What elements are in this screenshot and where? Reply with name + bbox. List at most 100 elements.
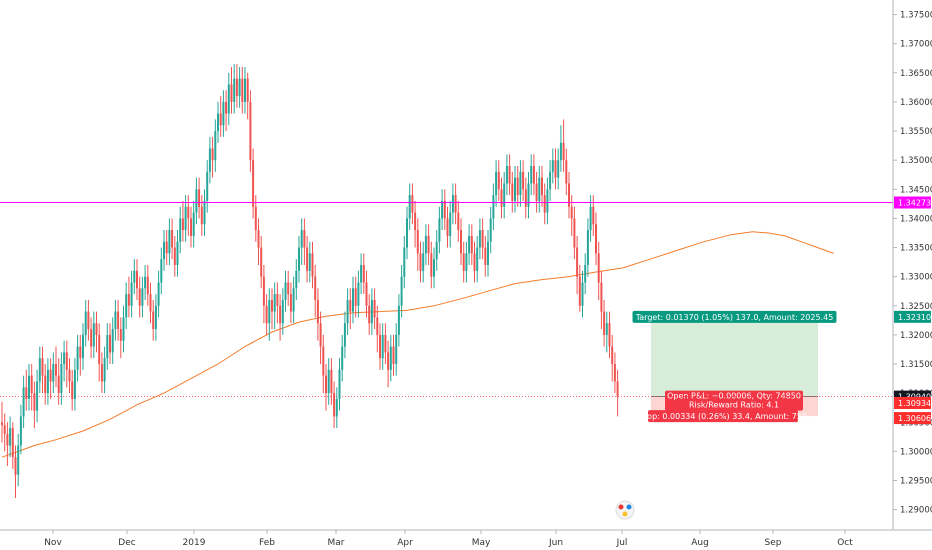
- candle-body[interactable]: [397, 305, 400, 335]
- candle-body[interactable]: [157, 282, 160, 306]
- candle-body[interactable]: [87, 311, 90, 330]
- candle-body[interactable]: [341, 346, 344, 370]
- candle-body[interactable]: [406, 218, 408, 248]
- candle-body[interactable]: [373, 299, 376, 318]
- candle-body[interactable]: [549, 171, 552, 190]
- candle-body[interactable]: [241, 78, 244, 102]
- candle-body[interactable]: [516, 177, 519, 196]
- candle-body[interactable]: [192, 212, 195, 236]
- candle-body[interactable]: [233, 78, 236, 102]
- candle-body[interactable]: [589, 206, 592, 231]
- candle-body[interactable]: [284, 282, 287, 300]
- candle-body[interactable]: [568, 183, 570, 207]
- candle-body[interactable]: [462, 253, 465, 271]
- candle-body[interactable]: [181, 218, 184, 231]
- candle-body[interactable]: [190, 218, 192, 236]
- candle-body[interactable]: [576, 247, 579, 277]
- candle-body[interactable]: [387, 352, 390, 370]
- candle-body[interactable]: [106, 334, 109, 359]
- candle-body[interactable]: [500, 189, 503, 207]
- candle-body[interactable]: [1, 422, 3, 426]
- candle-body[interactable]: [49, 369, 52, 382]
- candle-body[interactable]: [65, 352, 68, 370]
- candle-body[interactable]: [30, 375, 33, 394]
- candle-body[interactable]: [422, 253, 425, 271]
- candle-body[interactable]: [55, 364, 57, 376]
- candles[interactable]: [1, 64, 619, 498]
- candle-body[interactable]: [616, 381, 619, 397]
- candle-body[interactable]: [503, 183, 506, 207]
- candle-body[interactable]: [195, 189, 198, 213]
- candle-body[interactable]: [109, 334, 111, 353]
- candle-body[interactable]: [395, 334, 398, 365]
- candle-body[interactable]: [565, 160, 568, 184]
- candle-body[interactable]: [530, 165, 533, 184]
- candle-body[interactable]: [384, 334, 387, 353]
- candle-body[interactable]: [573, 218, 576, 248]
- candle-body[interactable]: [389, 346, 392, 370]
- candle-body[interactable]: [292, 288, 295, 312]
- candle-body[interactable]: [6, 433, 9, 446]
- candle-body[interactable]: [376, 317, 379, 335]
- candle-body[interactable]: [3, 425, 6, 434]
- candle-body[interactable]: [446, 218, 449, 236]
- candle-body[interactable]: [330, 369, 333, 394]
- candle-body[interactable]: [92, 323, 95, 347]
- candle-body[interactable]: [57, 375, 60, 394]
- candle-body[interactable]: [41, 358, 44, 376]
- candle-body[interactable]: [476, 247, 479, 271]
- candle-body[interactable]: [343, 323, 346, 347]
- candle-body[interactable]: [460, 230, 462, 254]
- candle-body[interactable]: [514, 177, 516, 201]
- candle-body[interactable]: [457, 212, 460, 231]
- candle-body[interactable]: [349, 299, 352, 312]
- candle-body[interactable]: [268, 299, 271, 324]
- candle-body[interactable]: [160, 259, 163, 283]
- candle-body[interactable]: [603, 311, 606, 335]
- candle-body[interactable]: [73, 369, 76, 399]
- candle-body[interactable]: [149, 294, 152, 312]
- candle-body[interactable]: [200, 206, 203, 225]
- long-position-tool[interactable]: Target: 0.01370 (1.05%) 137.0, Amount: 2…: [0, 310, 893, 423]
- candle-body[interactable]: [111, 329, 114, 353]
- candle-body[interactable]: [198, 189, 201, 207]
- candle-body[interactable]: [519, 171, 522, 196]
- candle-body[interactable]: [470, 235, 473, 254]
- candle-body[interactable]: [208, 148, 211, 172]
- candle-body[interactable]: [163, 241, 165, 260]
- candle-body[interactable]: [235, 78, 238, 97]
- candle-body[interactable]: [492, 195, 495, 219]
- candle-body[interactable]: [424, 235, 427, 254]
- candle-body[interactable]: [592, 206, 595, 225]
- candle-body[interactable]: [271, 299, 273, 312]
- candle-body[interactable]: [481, 230, 484, 248]
- candle-body[interactable]: [403, 247, 406, 277]
- candle-body[interactable]: [303, 230, 306, 248]
- candle-body[interactable]: [82, 334, 84, 359]
- candle-body[interactable]: [438, 218, 441, 242]
- candle-body[interactable]: [416, 230, 419, 254]
- candle-body[interactable]: [557, 160, 560, 178]
- candle-body[interactable]: [433, 259, 435, 277]
- candle-body[interactable]: [100, 364, 103, 382]
- candle-body[interactable]: [60, 364, 63, 394]
- candle-body[interactable]: [368, 305, 371, 324]
- price-axis[interactable]: 1.37500 1.37000 1.36500 1.36000 1.35500 1.350…: [892, 0, 932, 530]
- candle-body[interactable]: [141, 288, 144, 306]
- candle-body[interactable]: [468, 235, 471, 254]
- candle-body[interactable]: [138, 288, 141, 306]
- candle-body[interactable]: [119, 329, 122, 341]
- candle-body[interactable]: [449, 212, 452, 236]
- candle-body[interactable]: [352, 288, 354, 312]
- candle-body[interactable]: [325, 375, 327, 394]
- candle-body[interactable]: [484, 247, 487, 265]
- candle-body[interactable]: [608, 323, 611, 347]
- candle-body[interactable]: [117, 311, 120, 330]
- candle-body[interactable]: [478, 230, 481, 248]
- candle-body[interactable]: [451, 195, 454, 213]
- candle-body[interactable]: [497, 171, 500, 190]
- candle-body[interactable]: [222, 101, 225, 126]
- candle-body[interactable]: [454, 195, 457, 213]
- candle-body[interactable]: [246, 78, 249, 102]
- candle-body[interactable]: [611, 346, 614, 365]
